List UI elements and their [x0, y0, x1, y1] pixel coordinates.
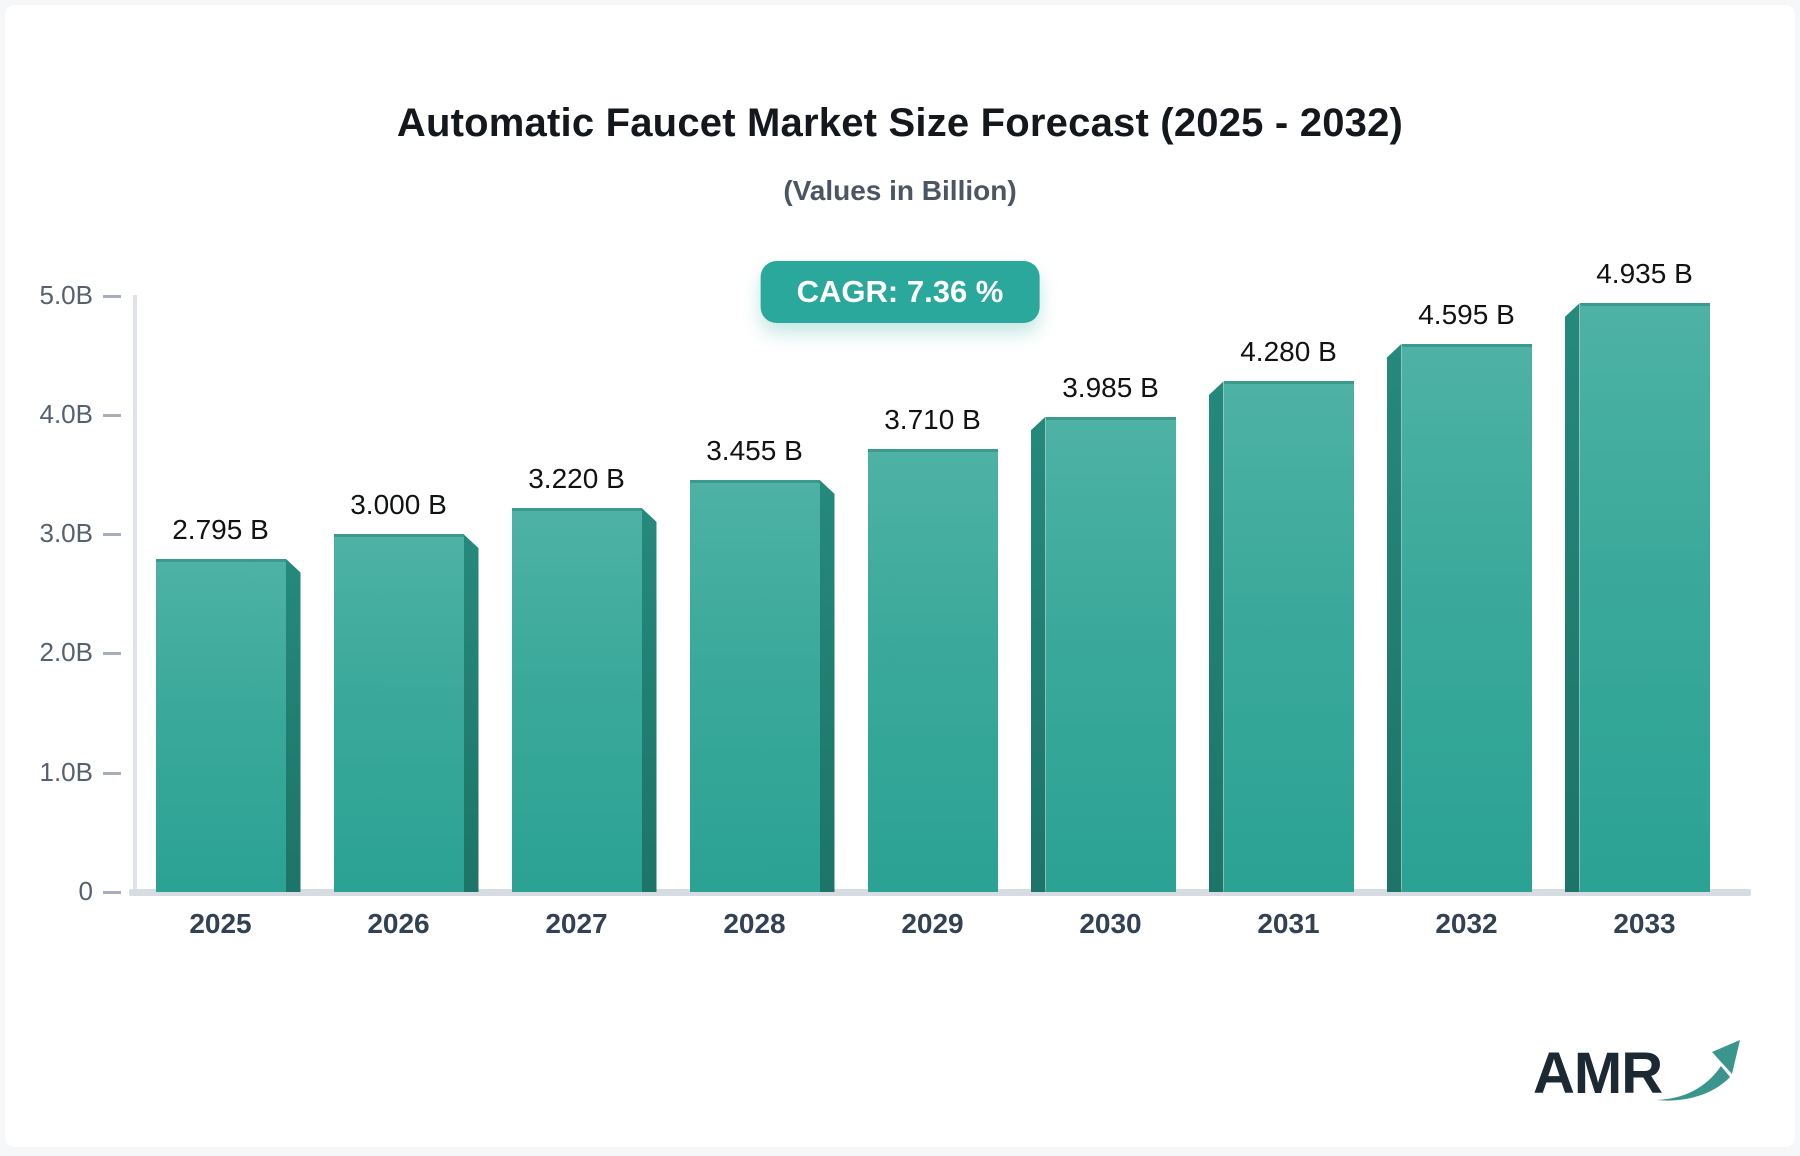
- bar-side-3d-2030: [1030, 416, 1046, 892]
- y-axis-line: [133, 295, 137, 892]
- amr-logo: AMR: [1533, 1040, 1742, 1107]
- bar-2033: [1579, 303, 1710, 892]
- bar-side-3d-2025: [285, 558, 301, 892]
- y-tick-mark: [103, 891, 121, 894]
- y-tick-mark: [103, 533, 121, 537]
- bar-value-label-2028: 3.455 B: [706, 434, 803, 466]
- bar-2026: [333, 534, 464, 892]
- cagr-badge: CAGR: 7.36 %: [760, 261, 1040, 323]
- x-axis-baseline: [129, 889, 1751, 896]
- bar-2028: [689, 479, 820, 892]
- x-axis-label-2029: 2029: [901, 908, 964, 939]
- bar-value-label-2032: 4.595 B: [1418, 298, 1515, 330]
- y-tick-mark: [103, 771, 121, 775]
- x-axis-label-2026: 2026: [367, 908, 430, 939]
- x-axis-label-2030: 2030: [1079, 908, 1142, 939]
- amr-logo-text: AMR: [1533, 1041, 1663, 1106]
- y-tick-label-1.0B: 1.0B: [39, 756, 94, 787]
- growth-arrow-icon: [1656, 1040, 1741, 1101]
- bar-value-label-2025: 2.795 B: [172, 513, 269, 545]
- y-tick-label-5.0B: 5.0B: [39, 279, 94, 310]
- bar-side-3d-2026: [463, 534, 479, 892]
- x-axis-label-2033: 2033: [1613, 908, 1676, 939]
- bar-2029: [867, 449, 998, 892]
- chart-subtitle: (Values in Billion): [783, 175, 1017, 206]
- x-axis-label-2027: 2027: [545, 908, 608, 939]
- bar-2027: [511, 507, 642, 892]
- bar-value-label-2031: 4.280 B: [1240, 336, 1337, 368]
- y-tick-mark: [103, 294, 121, 298]
- y-tick-label-4.0B: 4.0B: [39, 398, 94, 429]
- chart-card: Automatic Faucet Market Size Forecast (2…: [5, 5, 1795, 1147]
- x-axis-label-2031: 2031: [1257, 908, 1320, 939]
- bar-side-3d-2031: [1208, 381, 1224, 892]
- bar-side-3d-2032: [1386, 343, 1402, 892]
- bar-value-label-2029: 3.710 B: [884, 404, 981, 436]
- bar-side-3d-2027: [641, 507, 657, 892]
- bar-value-label-2033: 4.935 B: [1596, 258, 1693, 290]
- y-tick-mark: [103, 413, 121, 417]
- bar-value-label-2026: 3.000 B: [350, 489, 447, 521]
- x-axis-label-2032: 2032: [1435, 908, 1498, 939]
- bar-2032: [1401, 343, 1532, 892]
- bar-side-3d-2033: [1564, 303, 1580, 892]
- chart-title: Automatic Faucet Market Size Forecast (2…: [396, 101, 1404, 145]
- y-tick-label-2.0B: 2.0B: [39, 637, 94, 668]
- bar-value-label-2030: 3.985 B: [1062, 371, 1159, 403]
- bar-value-label-2027: 3.220 B: [528, 462, 625, 494]
- y-tick-mark: [103, 652, 121, 656]
- y-tick-label-0: 0: [78, 876, 93, 906]
- bar-2025: [155, 558, 286, 892]
- bar-2030: [1045, 416, 1176, 892]
- bar-side-3d-2028: [819, 479, 835, 892]
- bar-2031: [1223, 381, 1354, 892]
- x-axis-label-2025: 2025: [189, 908, 252, 939]
- x-axis-label-2028: 2028: [723, 908, 786, 939]
- y-tick-label-3.0B: 3.0B: [39, 518, 94, 549]
